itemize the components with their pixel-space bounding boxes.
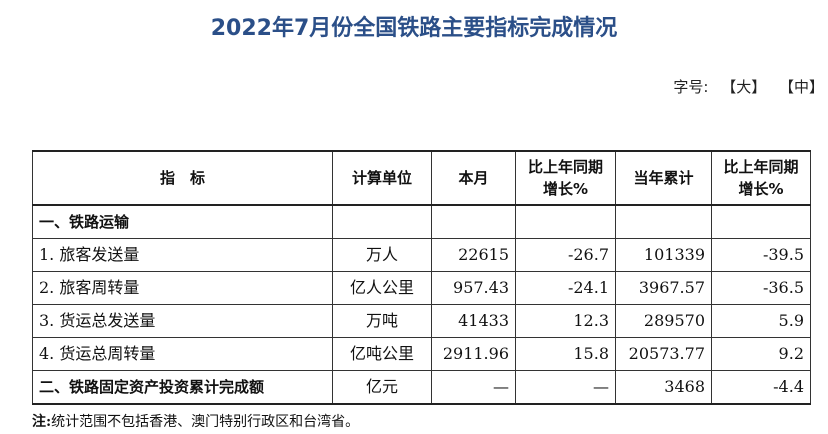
section-label: 二、铁路固定资产投资累计完成额 — [32, 370, 333, 405]
indicator-name: 4. 货运总周转量 — [32, 337, 333, 371]
month-value: 41433 — [431, 304, 516, 338]
month-value: 957.43 — [431, 271, 516, 305]
yoy-month-value: -26.7 — [515, 238, 616, 272]
section-row-fixed-asset-investment: 二、铁路固定资产投资累计完成额 亿元 — — 3468 -4.4 — [32, 370, 811, 405]
yoy-month-value: 12.3 — [515, 304, 616, 338]
month-value: 2911.96 — [431, 337, 516, 371]
unit-cell: 万人 — [332, 238, 432, 272]
table-header-row: 指 标 计算单位 本月 比上年同期增长% 当年累计 比上年同期增长% — [32, 150, 811, 206]
yoy-cumulative-value: 9.2 — [711, 337, 811, 371]
yoy-cumulative-value: -39.5 — [711, 238, 811, 272]
indicator-name: 1. 旅客发送量 — [32, 238, 333, 272]
unit-cell: 亿元 — [332, 370, 432, 405]
font-size-medium-button[interactable]: 【中】 — [778, 78, 824, 96]
yoy-cumulative-value: 5.9 — [711, 304, 811, 338]
footnote: 注:统计范围不包括香港、澳门特别行政区和台湾省。 — [32, 412, 359, 432]
header-unit: 计算单位 — [332, 150, 432, 206]
empty-cell — [431, 204, 516, 239]
page-title: 2022年7月份全国铁路主要指标完成情况 — [210, 16, 618, 41]
empty-cell — [615, 204, 712, 239]
header-yoy-cumulative: 比上年同期增长% — [711, 150, 811, 206]
indicators-table: 指 标 计算单位 本月 比上年同期增长% 当年累计 比上年同期增长% 一、铁路运… — [32, 150, 811, 405]
empty-cell — [332, 204, 432, 239]
footnote-label: 注: — [32, 414, 52, 430]
yoy-cumulative-value: -36.5 — [711, 271, 811, 305]
yoy-cumulative-value: -4.4 — [711, 370, 811, 405]
empty-cell — [711, 204, 811, 239]
cumulative-value: 289570 — [615, 304, 712, 338]
table-row: 3. 货运总发送量 万吨 41433 12.3 289570 5.9 — [32, 304, 811, 338]
table-row: 4. 货运总周转量 亿吨公里 2911.96 15.8 20573.77 9.2 — [32, 337, 811, 371]
month-value: 22615 — [431, 238, 516, 272]
header-month: 本月 — [431, 150, 516, 206]
cumulative-value: 101339 — [615, 238, 712, 272]
footnote-text: 统计范围不包括香港、澳门特别行政区和台湾省。 — [51, 414, 360, 430]
header-yoy-month: 比上年同期增长% — [515, 150, 616, 206]
empty-cell — [515, 204, 616, 239]
indicator-name: 3. 货运总发送量 — [32, 304, 333, 338]
section-row-railway-transport: 一、铁路运输 — [32, 204, 811, 239]
font-size-label: 字号: — [673, 78, 709, 96]
cumulative-value: 20573.77 — [615, 337, 712, 371]
section-label: 一、铁路运输 — [32, 204, 333, 239]
indicator-name: 2. 旅客周转量 — [32, 271, 333, 305]
unit-cell: 亿吨公里 — [332, 337, 432, 371]
month-value: — — [431, 370, 516, 405]
header-indicator: 指 标 — [32, 150, 333, 206]
yoy-month-value: — — [515, 370, 616, 405]
unit-cell: 亿人公里 — [332, 271, 432, 305]
table-row: 2. 旅客周转量 亿人公里 957.43 -24.1 3967.57 -36.5 — [32, 271, 811, 305]
yoy-month-value: 15.8 — [515, 337, 616, 371]
font-size-selector: 字号: 【大】 【中】 — [673, 76, 824, 98]
table-row: 1. 旅客发送量 万人 22615 -26.7 101339 -39.5 — [32, 238, 811, 272]
yoy-month-value: -24.1 — [515, 271, 616, 305]
cumulative-value: 3967.57 — [615, 271, 712, 305]
unit-cell: 万吨 — [332, 304, 432, 338]
cumulative-value: 3468 — [615, 370, 712, 405]
header-cumulative: 当年累计 — [615, 150, 712, 206]
font-size-large-button[interactable]: 【大】 — [721, 78, 767, 96]
